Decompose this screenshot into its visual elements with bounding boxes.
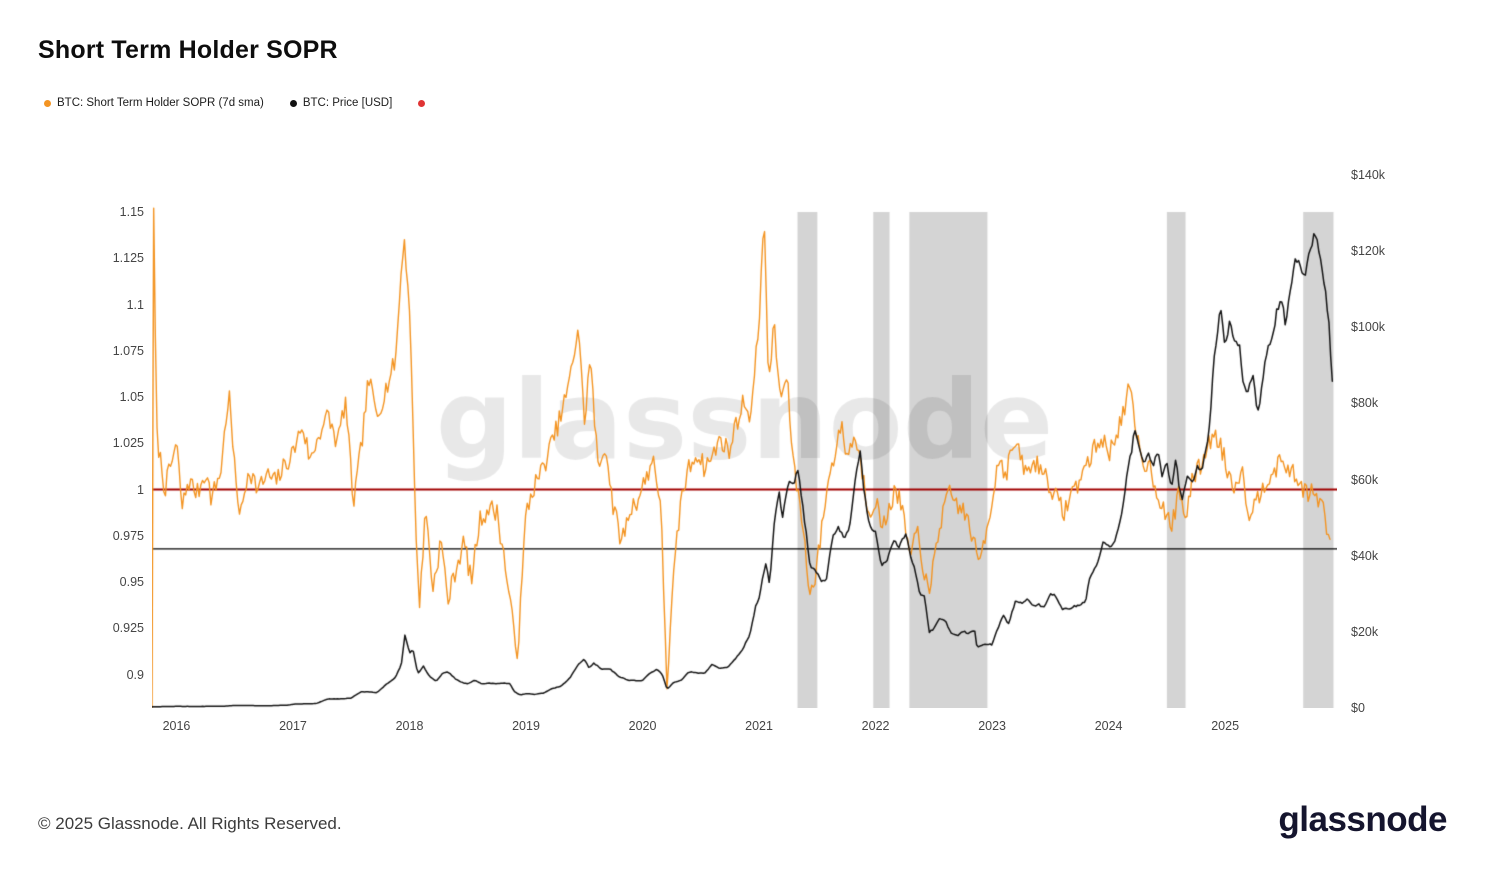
x-axis-tick-label: 2018: [395, 719, 424, 733]
y-axis-left-tick-label: 0.925: [112, 621, 144, 636]
legend-dot-icon: [418, 99, 426, 107]
legend: BTC: Short Term Holder SOPR (7d sma) BTC:…: [44, 97, 426, 109]
x-axis-tick-label: 2020: [628, 719, 657, 733]
y-axis-left-tick-label: 1.075: [112, 343, 144, 358]
y-axis-left-tick-label: 1.125: [112, 251, 144, 266]
y-axis-left-tick-label: 1: [137, 482, 144, 497]
y-axis-right-tick-label: $40k: [1351, 548, 1379, 563]
y-axis-right-tick-label: $140k: [1351, 168, 1386, 182]
chart-canvas[interactable]: [152, 175, 1337, 708]
y-axis-left-tick-label: 1.05: [119, 390, 144, 405]
y-axis-left-tick-label: 1.15: [119, 205, 144, 219]
y-axis-right-tick-label: $20k: [1351, 624, 1379, 639]
copyright-text: © 2025 Glassnode. All Rights Reserved.: [38, 814, 342, 833]
y-axis-right-tick-label: $0: [1351, 701, 1365, 715]
legend-item-1[interactable]: BTC: Price [USD]: [289, 97, 393, 109]
y-axis-right-tick-label: $80k: [1351, 396, 1379, 411]
legend-item-0[interactable]: BTC: Short Term Holder SOPR (7d sma): [44, 97, 264, 109]
y-axis-right-tick-label: $100k: [1351, 320, 1386, 335]
x-axis-tick-label: 2024: [1094, 719, 1123, 733]
y-axis-left-tick-label: 0.975: [112, 528, 144, 543]
legend-item-label: BTC: Price [USD]: [302, 97, 393, 109]
y-axis-right-tick-label: $120k: [1351, 244, 1386, 259]
y-axis-left-tick-label: 0.9: [126, 667, 144, 682]
y-axis-left-tick-label: 1.025: [112, 436, 144, 451]
x-axis-tick-label: 2016: [162, 719, 191, 733]
glassnode-logo: glassnode: [1278, 800, 1447, 839]
chart-title: Short Term Holder SOPR: [38, 36, 338, 64]
legend-dot-icon: [289, 99, 297, 107]
x-axis-tick-label: 2019: [512, 719, 540, 733]
x-axis-tick-label: 2022: [861, 719, 890, 733]
y-axis-right-tick-label: $60k: [1351, 472, 1379, 487]
legend-dot-icon: [44, 99, 51, 107]
x-axis-tick-label: 2025: [1211, 719, 1240, 733]
x-axis-tick-label: 2017: [279, 719, 307, 733]
legend-item-2[interactable]: [418, 99, 426, 107]
y-axis-left-tick-label: 1.1: [126, 297, 144, 312]
y-axis-left-tick-label: 0.95: [119, 575, 144, 590]
legend-item-label: BTC: Short Term Holder SOPR (7d sma): [57, 97, 264, 109]
x-axis-tick-label: 2021: [745, 719, 773, 733]
x-axis-tick-label: 2023: [978, 719, 1006, 733]
